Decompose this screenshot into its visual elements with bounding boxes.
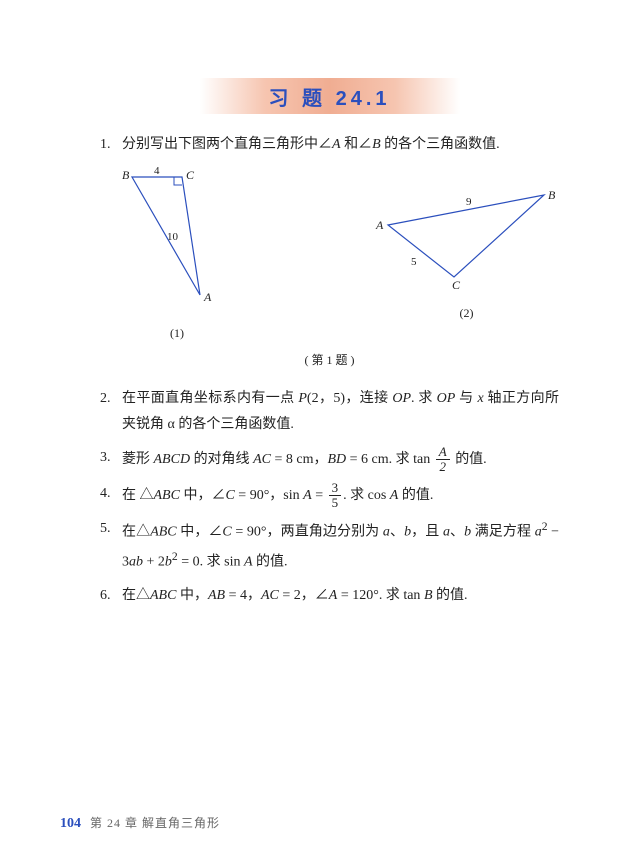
triangle-2-svg: A B C 9 5	[374, 185, 559, 290]
svg-text:5: 5	[411, 256, 417, 268]
svg-text:9: 9	[466, 196, 472, 208]
problem-list: 1. 分别写出下图两个直角三角形中∠A 和∠B 的各个三角函数值. B C A …	[100, 132, 559, 609]
page-footer: 104 第 24 章 解直角三角形	[60, 814, 220, 832]
problem-number: 4.	[100, 481, 122, 511]
problem-6: 6. 在△ABC 中，AB = 4，AC = 2，∠A = 120°. 求 ta…	[100, 583, 559, 610]
svg-text:C: C	[186, 168, 195, 182]
problem-text: 分别写出下图两个直角三角形中∠A 和∠B 的各个三角函数值.	[122, 132, 559, 159]
svg-text:4: 4	[154, 165, 160, 177]
svg-text:A: A	[203, 290, 212, 304]
svg-text:C: C	[452, 278, 461, 290]
figure-1: B C A 4 10 (1)	[122, 165, 232, 345]
problem-5: 5. 在△ABC 中，∠C = 90°，两直角边分别为 a、b，且 a、b 满足…	[100, 516, 559, 577]
problem-4: 4. 在 △ABC 中，∠C = 90°，sin A = 35. 求 cos A…	[100, 481, 559, 511]
problem-number: 2.	[100, 386, 122, 439]
problem-text: 在平面直角坐标系内有一点 P(2，5)，连接 OP. 求 OP 与 x 轴正方向…	[122, 386, 559, 439]
figure-2-label: (2)	[374, 302, 559, 325]
problem-text: 在△ABC 中，AB = 4，AC = 2，∠A = 120°. 求 tan B…	[122, 583, 559, 610]
svg-text:B: B	[122, 168, 130, 182]
problem-text: 菱形 ABCD 的对角线 AC = 8 cm，BD = 6 cm. 求 tan …	[122, 445, 559, 475]
problem-number: 5.	[100, 516, 122, 577]
problem-number: 1.	[100, 132, 122, 159]
problem-text: 在 △ABC 中，∠C = 90°，sin A = 35. 求 cos A 的值…	[122, 481, 559, 511]
svg-text:A: A	[375, 218, 384, 232]
problem-number: 3.	[100, 445, 122, 475]
problem-text: 在△ABC 中，∠C = 90°，两直角边分别为 a、b，且 a、b 满足方程 …	[122, 516, 559, 577]
page-number: 104	[60, 816, 81, 831]
triangle-1-svg: B C A 4 10	[122, 165, 232, 310]
figure-row: B C A 4 10 (1) A B C 9 5 (2)	[122, 165, 559, 345]
section-title: 习 题 24.1	[200, 78, 460, 114]
figure-2: A B C 9 5 (2)	[374, 185, 559, 325]
problem-number: 6.	[100, 583, 122, 610]
svg-text:B: B	[548, 188, 556, 202]
svg-text:10: 10	[167, 231, 179, 243]
problem-3: 3. 菱形 ABCD 的对角线 AC = 8 cm，BD = 6 cm. 求 t…	[100, 445, 559, 475]
problem-1: 1. 分别写出下图两个直角三角形中∠A 和∠B 的各个三角函数值.	[100, 132, 559, 159]
problem-2: 2. 在平面直角坐标系内有一点 P(2，5)，连接 OP. 求 OP 与 x 轴…	[100, 386, 559, 439]
chapter-title: 第 24 章 解直角三角形	[90, 816, 220, 830]
figure-caption: ( 第 1 题 )	[100, 349, 559, 372]
figure-1-label: (1)	[122, 322, 232, 345]
